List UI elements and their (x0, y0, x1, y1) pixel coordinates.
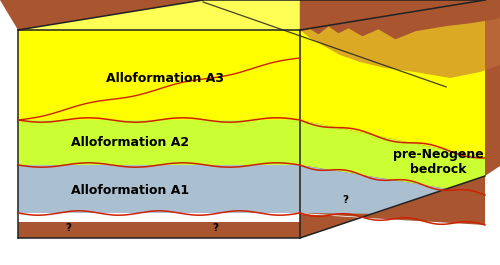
Polygon shape (300, 0, 485, 238)
Polygon shape (18, 213, 300, 222)
Polygon shape (0, 0, 500, 30)
Text: ?: ? (342, 195, 348, 205)
Polygon shape (300, 0, 500, 78)
Polygon shape (18, 165, 300, 213)
Polygon shape (300, 0, 485, 158)
Text: ?: ? (65, 223, 71, 233)
Polygon shape (300, 213, 485, 225)
Polygon shape (300, 0, 500, 18)
Polygon shape (300, 176, 485, 238)
Polygon shape (300, 120, 485, 195)
Text: ?: ? (212, 223, 218, 233)
Polygon shape (18, 30, 300, 120)
Polygon shape (300, 0, 500, 238)
Text: Alloformation A3: Alloformation A3 (106, 72, 224, 85)
Polygon shape (18, 0, 485, 30)
Text: Alloformation A1: Alloformation A1 (71, 183, 189, 197)
Polygon shape (0, 0, 500, 30)
Polygon shape (300, 165, 485, 215)
Text: Alloformation A2: Alloformation A2 (71, 136, 189, 149)
Polygon shape (18, 120, 300, 165)
Text: pre-Neogene
bedrock: pre-Neogene bedrock (392, 148, 484, 176)
Polygon shape (300, 0, 485, 238)
Polygon shape (18, 222, 300, 238)
